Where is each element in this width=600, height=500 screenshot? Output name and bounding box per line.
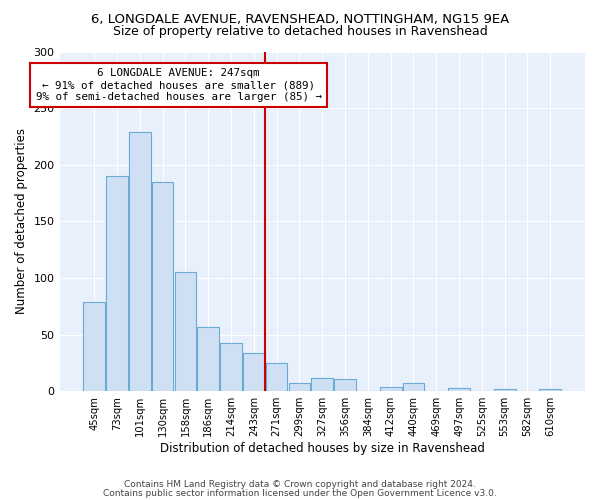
Bar	[129, 132, 151, 391]
Bar	[220, 342, 242, 391]
Bar	[243, 352, 265, 391]
Bar	[403, 384, 424, 391]
Text: 6 LONGDALE AVENUE: 247sqm  
← 91% of detached houses are smaller (889)
9% of sem: 6 LONGDALE AVENUE: 247sqm ← 91% of detac…	[35, 68, 322, 102]
Bar	[83, 302, 105, 391]
Bar	[197, 326, 219, 391]
Bar	[539, 389, 561, 391]
Bar	[334, 379, 356, 391]
Bar	[175, 272, 196, 391]
Text: Size of property relative to detached houses in Ravenshead: Size of property relative to detached ho…	[113, 25, 487, 38]
Bar	[289, 384, 310, 391]
Bar	[380, 386, 401, 391]
Bar	[266, 363, 287, 391]
Bar	[494, 389, 515, 391]
Bar	[106, 176, 128, 391]
Text: Contains HM Land Registry data © Crown copyright and database right 2024.: Contains HM Land Registry data © Crown c…	[124, 480, 476, 489]
Text: Contains public sector information licensed under the Open Government Licence v3: Contains public sector information licen…	[103, 489, 497, 498]
X-axis label: Distribution of detached houses by size in Ravenshead: Distribution of detached houses by size …	[160, 442, 485, 455]
Text: 6, LONGDALE AVENUE, RAVENSHEAD, NOTTINGHAM, NG15 9EA: 6, LONGDALE AVENUE, RAVENSHEAD, NOTTINGH…	[91, 12, 509, 26]
Bar	[448, 388, 470, 391]
Y-axis label: Number of detached properties: Number of detached properties	[15, 128, 28, 314]
Bar	[152, 182, 173, 391]
Bar	[311, 378, 333, 391]
